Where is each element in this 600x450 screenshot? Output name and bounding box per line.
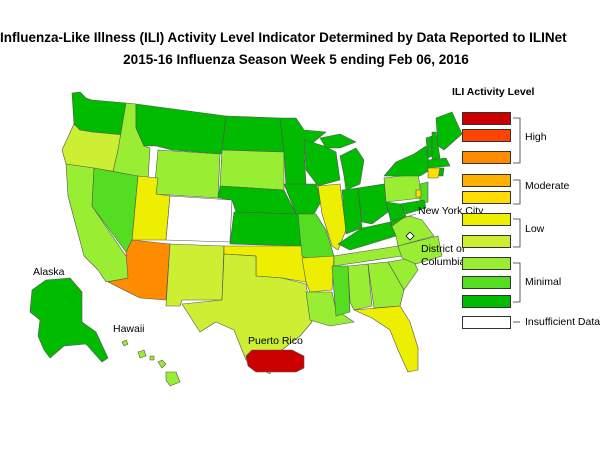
state-washington [71,91,127,136]
state-minnesota [279,117,327,187]
state-arkansas [301,255,335,293]
label-hawaii: Hawaii [113,323,145,335]
state-west-virginia [385,201,407,227]
territory-puerto-rico [245,349,305,373]
state-michigan [339,147,365,191]
state-new-jersey [419,181,429,205]
state-massachusetts [427,157,451,169]
state-florida [353,305,419,373]
state-hawaii-1 [121,339,129,347]
state-new-hampshire [431,131,441,161]
state-north-carolina [397,235,443,265]
dc-marker [405,231,415,241]
state-hawaii-4 [157,359,167,369]
state-montana [135,103,227,155]
state-new-mexico [165,243,225,307]
state-colorado [165,195,233,243]
label-new-york-city: New York City [418,205,484,217]
label-puerto-rico: Puerto Rico [248,335,303,347]
state-maryland [399,199,427,215]
label-alaska: Alaska [33,266,65,278]
state-louisiana [305,291,355,327]
state-south-carolina [387,257,419,291]
state-michigan-up [319,133,357,149]
state-hawaii-2 [137,349,147,359]
map-title: Influenza-Like Illness (ILI) Activity Le… [0,30,567,45]
label-dc-line2: Columbia [421,256,466,268]
state-iowa [283,183,323,215]
state-illinois [317,183,347,251]
state-kansas [229,211,303,247]
state-ohio [357,183,389,225]
state-wisconsin [303,139,341,187]
nyc-marker [415,189,422,198]
state-alabama [347,263,373,311]
state-rhode-island [438,167,445,177]
state-south-dakota [219,149,285,191]
state-maine [435,111,463,151]
map-subtitle: 2015-16 Influenza Season Week 5 ending F… [123,52,469,67]
state-north-dakota [221,115,285,153]
state-wyoming [153,149,221,199]
state-georgia [367,261,405,309]
state-new-york [383,145,431,177]
label-dc-line1: District of [421,243,465,255]
state-hawaii-3 [149,355,155,361]
state-connecticut [427,167,441,179]
state-mississippi [331,265,351,317]
state-alaska [29,277,109,363]
state-pennsylvania [383,173,423,203]
state-hawaii-5 [165,371,181,387]
